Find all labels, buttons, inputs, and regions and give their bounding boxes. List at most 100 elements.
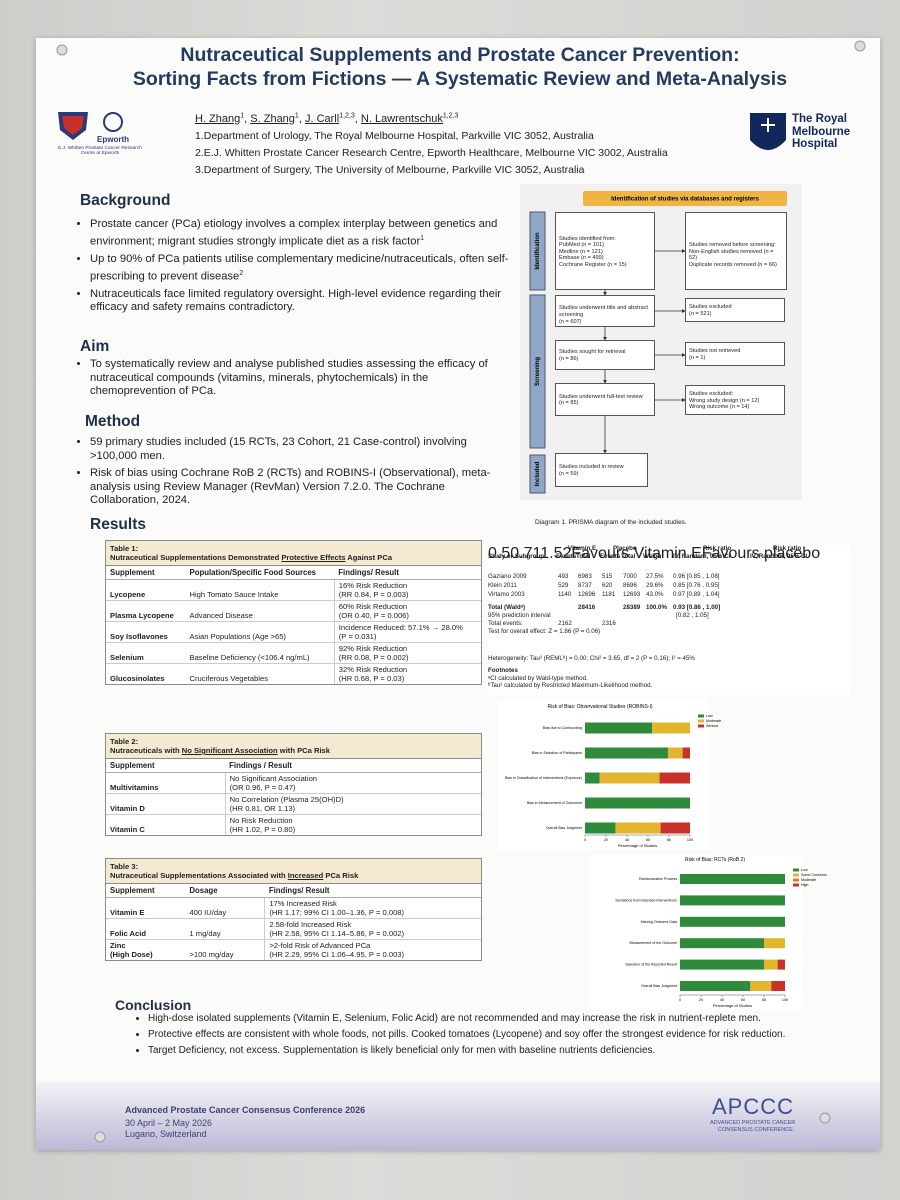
cell-line: (RR 0.08, P = 0.002) <box>338 653 409 662</box>
prisma-box-line: Studies excluded <box>689 304 732 311</box>
table-cell: 12693 <box>623 591 641 598</box>
legend-swatch <box>698 714 704 718</box>
table-label: Table 2: <box>110 737 139 746</box>
table-cell: 92% Risk Reduction (RR 0.08, P = 0.002) <box>333 642 481 664</box>
x-tick-label: 2 <box>562 545 572 562</box>
ci-bound: 1.05 <box>694 612 707 619</box>
author-affiliation-ref: 1,2,3 <box>442 112 459 119</box>
ci: 0.891.04 <box>685 591 719 598</box>
table-cell: 1181 <box>602 591 616 598</box>
logo-text: The Royal Melbourne Hospital <box>792 113 850 151</box>
prisma-box-line: Studies excluded: <box>689 391 734 398</box>
stage-bar <box>529 294 546 449</box>
column-header: Weight <box>643 553 664 560</box>
table-row: Lycopene High Tomato Sauce Intake 16% Risk… <box>106 579 481 601</box>
table-title-part: Increased <box>287 871 324 880</box>
forest-plot: Vitamin E Placebo Risk ratio Risk ratio Stud… <box>488 545 850 695</box>
author-list: H. Zhang1S. Zhang1J. Carll1,2,3N. Lawren… <box>195 112 458 125</box>
cell-line: Zinc <box>110 941 126 950</box>
author-affiliation-ref: 1 <box>240 112 245 119</box>
x-axis-label: Percentage of Studies <box>713 1003 752 1008</box>
cell-line: 92% Risk Reduction <box>338 644 408 653</box>
ci-bound: 0.95 <box>705 582 718 589</box>
author-affiliation-ref: 1 <box>294 112 299 119</box>
ci: 0.861.00 <box>685 604 720 611</box>
logo-cross <box>761 118 775 132</box>
logo-caption: CONSENSUS CONFERENCE <box>718 1127 793 1133</box>
y-tick-label: Bias in Measurement of Outcomes <box>527 801 582 805</box>
table-cell: 8696 <box>623 582 637 589</box>
author-name: S. Zhang <box>250 112 295 125</box>
bullet-item: Nutraceuticals face limited regulatory o… <box>90 288 510 315</box>
cell-line: (HR 1.02, P = 0.80) <box>229 825 296 834</box>
bar-segment <box>615 822 661 834</box>
table-title-part: Against PCa <box>345 553 393 562</box>
x-tick-label: 80 <box>667 838 671 842</box>
ci-bound: 0.76 <box>689 582 706 589</box>
y-tick-label: Randomization Process <box>639 877 677 881</box>
table-row: Glucosinolates Cruciferous Vegetables 32% … <box>106 663 481 684</box>
table-cell: 28416 <box>578 604 596 611</box>
table-cell: Multivitamins <box>106 772 226 794</box>
poster-title: Nutraceutical Supplements and Prostate C… <box>180 44 740 66</box>
cell-line: 60% Risk Reduction <box>338 602 408 611</box>
column-header: Total <box>576 553 591 560</box>
column-header: Events <box>600 553 621 560</box>
table-cell: Vitamin C <box>106 814 226 835</box>
legend-swatch <box>793 868 799 872</box>
table-cell: Vitamin E <box>106 897 186 919</box>
bar-segment <box>764 959 778 970</box>
column-header: IV, Random, 95% CI <box>750 553 808 560</box>
risk-ratio: 0.85 <box>673 582 686 589</box>
bullet-item: Protective effects are consistent with w… <box>148 1029 808 1041</box>
bullet-text: Prostate cancer (PCa) etiology involves … <box>90 218 498 248</box>
x-tick-label: 0.7 <box>510 545 533 562</box>
table-cell: Asian Populations (Age >65) <box>185 621 335 643</box>
legend-label: Moderate <box>706 719 721 723</box>
ci-bound: 0.82 <box>678 612 695 619</box>
table-title-part: Protective Effects <box>281 553 346 562</box>
table-row: Folic Acid 1 mg/day 2.58-fold Increased Ri… <box>106 918 481 940</box>
table-cell: 60% Risk Reduction (OR 0.40, P = 0.006) <box>333 600 481 622</box>
prisma-box-line: Studies included in review <box>559 464 624 471</box>
table-title-part: No Significant Association <box>181 746 278 755</box>
bar-segment <box>667 747 683 759</box>
prisma-box: Studies excluded (n = 521) <box>685 298 785 322</box>
column-header: Study or Subgroup <box>488 553 545 560</box>
author: N. Lawrentschuk1,2,3 <box>361 112 459 125</box>
table-title-part: Nutraceutical Supplementations Demonstra… <box>110 553 282 562</box>
cell-line: 17% Increased Risk <box>269 899 337 908</box>
table-cell: Cruciferous Vegetables <box>185 663 335 684</box>
prisma-box-line: Duplicate records removed (n = 66) <box>689 261 777 268</box>
x-tick-label: 80 <box>762 998 766 1002</box>
bullet-text: Risk of bias using Cochrane RoB 2 (RCTs)… <box>90 467 491 507</box>
column-header: IV, Random, 95% CI <box>673 553 731 560</box>
bar-segment <box>680 959 764 970</box>
bullet-item: High-dose isolated supplements (Vitamin … <box>148 1013 808 1025</box>
x-tick-label: 100 <box>687 838 693 842</box>
stage-label: Included <box>535 461 541 486</box>
ci: 0.821.05 <box>676 612 709 619</box>
column-header: Supplement <box>106 759 226 773</box>
prisma-box-line: Wrong study design (n = 12) <box>689 397 760 404</box>
footer-text: Advanced Prostate Cancer Consensus Confe… <box>125 1105 366 1115</box>
ci: 0.760.95 <box>685 582 719 589</box>
bar-segment <box>585 772 600 784</box>
x-tick-label: 60 <box>646 838 650 842</box>
column-header: Supplement <box>106 566 186 580</box>
section-heading: Aim <box>80 338 110 355</box>
legend-swatch <box>793 873 799 877</box>
cell-line: No Risk Reduction <box>229 816 293 825</box>
bar-segment <box>585 722 653 734</box>
table-row: Zinc (High Dose) >100 mg/day >2-fold Risk o… <box>106 939 481 960</box>
prisma-header: Identification of studies via databases … <box>611 197 759 203</box>
prisma-box: Studies underwent title and abstract scr… <box>555 295 655 327</box>
x-tick-label: 60 <box>741 998 745 1002</box>
table-row: Vitamin D No Correlation (Plasma 25(OH)D)… <box>106 793 481 815</box>
risk-ratio: 0.97 <box>673 591 686 598</box>
logo-line: The Royal <box>792 113 847 125</box>
column-header: Population/Specific Food Sources <box>185 566 335 580</box>
y-tick-label: Deviations from Intended Interventions <box>615 898 677 902</box>
stage-bar <box>529 211 546 291</box>
